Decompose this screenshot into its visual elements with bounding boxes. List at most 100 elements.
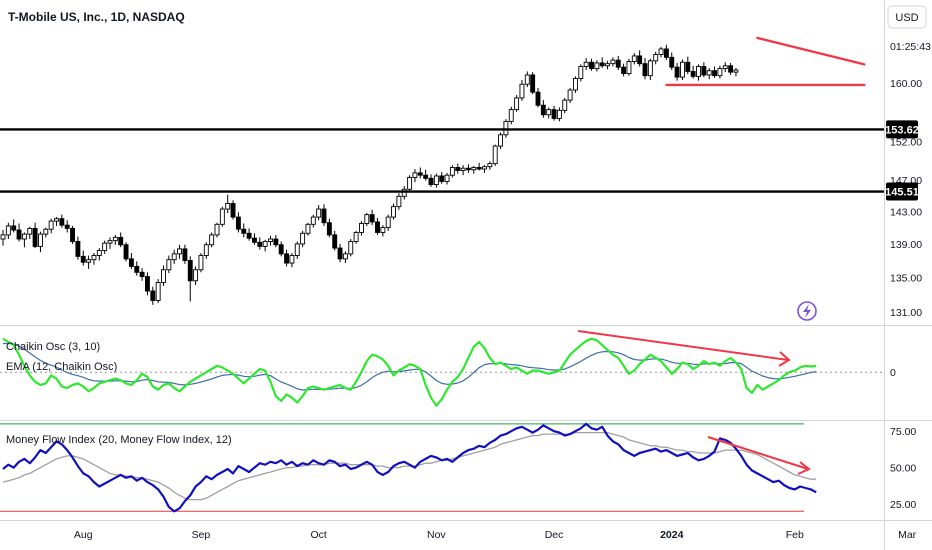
candle-up [5, 225, 11, 236]
candle-up [96, 250, 102, 256]
candle-up [492, 145, 498, 165]
candle-up [21, 233, 27, 240]
candle-down [241, 228, 247, 234]
candle-up [487, 163, 493, 168]
candle-down [150, 290, 156, 301]
candle-down [80, 255, 86, 263]
money-flow-index-pane[interactable] [0, 422, 817, 513]
candle-down [685, 61, 691, 72]
candle-up [193, 269, 199, 282]
candle-up [626, 61, 632, 74]
mfi-tick-label: 75.00 [890, 426, 916, 438]
trendlines[interactable] [665, 36, 866, 87]
candle-up [733, 69, 739, 73]
time-tick-label: Mar [898, 529, 917, 541]
chaikin-legend-title[interactable]: Chaikin Osc (3, 10) [6, 341, 100, 353]
candle-up [573, 78, 578, 91]
chaikin-ema-legend-title[interactable]: EMA (12, Chaikin Osc) [6, 361, 117, 373]
price-tick-label: 143.00 [890, 206, 922, 218]
candle-down [701, 66, 707, 76]
trendline[interactable] [756, 36, 866, 66]
candle-down [455, 167, 461, 171]
chart-title[interactable]: T-Mobile US, Inc., 1D, NASDAQ [8, 10, 185, 24]
mfi-axis[interactable]: 75.00 50.00 25.00 [890, 426, 916, 511]
mfi-tick-label: 25.00 [890, 499, 916, 511]
candle-up [359, 223, 364, 233]
candle-down [530, 74, 536, 93]
chaikin-arrow-head [778, 351, 791, 367]
candle-down [118, 236, 124, 246]
bar-countdown: 01:25:43 [890, 41, 931, 53]
candle-up [91, 255, 97, 261]
candle-down [551, 109, 557, 119]
candle-up [508, 109, 514, 122]
candle-down [134, 265, 140, 273]
candle-down [70, 227, 76, 242]
candle-up [305, 223, 311, 234]
candle-up [385, 216, 391, 229]
candle-up [380, 227, 386, 233]
candle-down [75, 241, 81, 257]
lightning-icon[interactable] [797, 301, 817, 321]
candle-up [177, 248, 183, 255]
price-pane[interactable] [0, 36, 884, 305]
candle-up [401, 188, 407, 197]
candle-up [578, 66, 584, 79]
mfi-divergence-arrow[interactable] [707, 436, 809, 470]
candle-down [337, 247, 343, 260]
candle-up [198, 255, 204, 271]
candlestick-series [0, 44, 739, 305]
price-tick-label: 152.00 [890, 137, 922, 149]
price-tick-label: 160.00 [890, 78, 922, 90]
candle-up [583, 61, 589, 67]
candle-up [107, 240, 113, 244]
candle-up [647, 60, 653, 77]
candle-up [348, 241, 354, 255]
chaikin-osc-line[interactable] [2, 337, 817, 407]
candle-down [663, 48, 669, 58]
candle-down [428, 177, 434, 185]
candle-up [219, 208, 225, 225]
candle-down [139, 271, 145, 277]
candle-up [396, 195, 402, 208]
candle-up [209, 234, 215, 246]
candle-up [203, 244, 209, 256]
candle-down [615, 59, 621, 68]
candle-up [460, 167, 466, 171]
candle-up [562, 99, 568, 111]
candle-down [235, 216, 241, 230]
candle-up [102, 242, 108, 251]
candle-down [369, 214, 375, 223]
mfi-moving-average-line[interactable] [2, 431, 817, 501]
candle-up [171, 253, 177, 261]
candle-up [353, 232, 359, 242]
candle-up [289, 255, 295, 264]
candle-down [642, 63, 648, 77]
level-tag-text: 145.51 [885, 187, 919, 199]
candle-down [187, 260, 193, 282]
candle-down [728, 65, 734, 73]
mfi-legend-title[interactable]: Money Flow Index (20, Money Flow Index, … [6, 434, 232, 446]
chaikin-axis[interactable]: 0 [890, 367, 896, 379]
price-tick-label: 139.00 [890, 239, 922, 251]
mfi-arrow-head [797, 461, 811, 475]
horizontal-levels[interactable] [0, 128, 884, 193]
candle-up [653, 54, 659, 62]
time-tick-label: 2024 [660, 529, 684, 541]
currency-button[interactable] [887, 5, 927, 29]
candle-down [246, 232, 252, 239]
time-axis[interactable]: Aug Sep Oct Nov Dec 2024 Feb Mar [74, 529, 917, 541]
chaikin-divergence-arrow[interactable] [577, 330, 789, 361]
chaikin-oscillator-pane[interactable] [0, 330, 884, 407]
candle-up [27, 227, 33, 235]
candle-down [669, 56, 675, 68]
candle-up [706, 70, 712, 76]
candle-up [310, 216, 316, 225]
candle-up [300, 232, 306, 245]
candle-up [514, 97, 520, 111]
candle-up [594, 62, 600, 70]
candle-up [364, 214, 370, 224]
time-tick-label: Nov [427, 529, 446, 541]
mfi-line[interactable] [2, 422, 817, 513]
candle-down [59, 218, 65, 226]
